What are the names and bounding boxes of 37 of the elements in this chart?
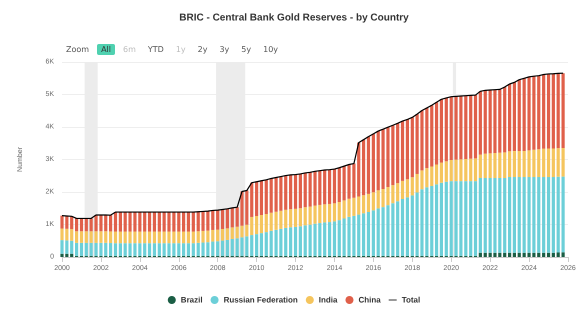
chart-title: BRIC - Central Bank Gold Reserves - by Country — [179, 12, 410, 24]
bar — [366, 212, 370, 256]
bar — [420, 110, 424, 170]
bar — [386, 205, 390, 256]
legend-label: China — [358, 296, 382, 304]
bar — [366, 136, 370, 194]
bar — [167, 212, 171, 232]
legend-label: Russian Federation — [224, 296, 298, 304]
bar — [347, 198, 351, 217]
bar — [114, 232, 118, 244]
line-series — [61, 72, 564, 220]
legend-label: India — [318, 296, 338, 304]
bar — [347, 216, 351, 256]
bar — [386, 187, 390, 206]
bar — [94, 242, 98, 256]
legend-label: Brazil — [180, 296, 203, 304]
zoom-button[interactable]: YTD — [144, 44, 168, 55]
legend-label: Total — [402, 296, 420, 304]
zoom-button[interactable]: 3y — [215, 44, 234, 55]
zoom-button[interactable]: All — [97, 44, 115, 55]
bar — [294, 174, 298, 209]
bar — [94, 231, 98, 243]
bar — [386, 127, 390, 188]
zoom-button[interactable]: 5y — [237, 44, 256, 55]
zoom-button[interactable]: 2y — [194, 44, 212, 55]
bar — [347, 164, 351, 199]
bar — [167, 232, 171, 244]
bar — [167, 243, 171, 256]
bar — [294, 208, 298, 227]
bar — [114, 243, 118, 256]
bar — [420, 170, 424, 190]
bar — [366, 194, 370, 212]
text: Zoom — [65, 44, 90, 55]
bar — [94, 215, 98, 232]
zoom-button[interactable]: 10y — [259, 44, 282, 55]
bar — [420, 189, 424, 256]
bar — [294, 226, 298, 256]
